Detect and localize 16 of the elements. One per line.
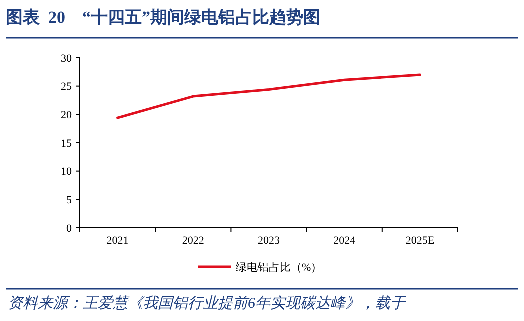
x-tick-label: 2022 — [182, 235, 204, 247]
text: 资料来源：王爱慧《我国铝行业提前6年实现碳达峰》，载于 — [8, 295, 408, 312]
chart-title: 图表 20 “十四五”期间绿电铝占比趋势图 — [6, 8, 320, 27]
y-tick-label: 20 — [61, 110, 72, 122]
x-tick-label: 2025E — [406, 235, 435, 247]
y-tick-label: 0 — [66, 222, 72, 235]
x-tick-label: 2021 — [106, 235, 129, 247]
legend-label: 绿电铝占比（%） — [236, 260, 322, 274]
y-tick-label: 5 — [66, 194, 72, 207]
y-tick-label: 15 — [61, 138, 72, 150]
y-tick-label: 25 — [61, 81, 72, 94]
y-tick-label: 30 — [61, 52, 72, 65]
x-tick-label: 2024 — [334, 235, 356, 247]
line-series — [116, 74, 422, 120]
x-tick-label: 2023 — [258, 235, 280, 247]
y-tick-label: 10 — [61, 166, 72, 178]
